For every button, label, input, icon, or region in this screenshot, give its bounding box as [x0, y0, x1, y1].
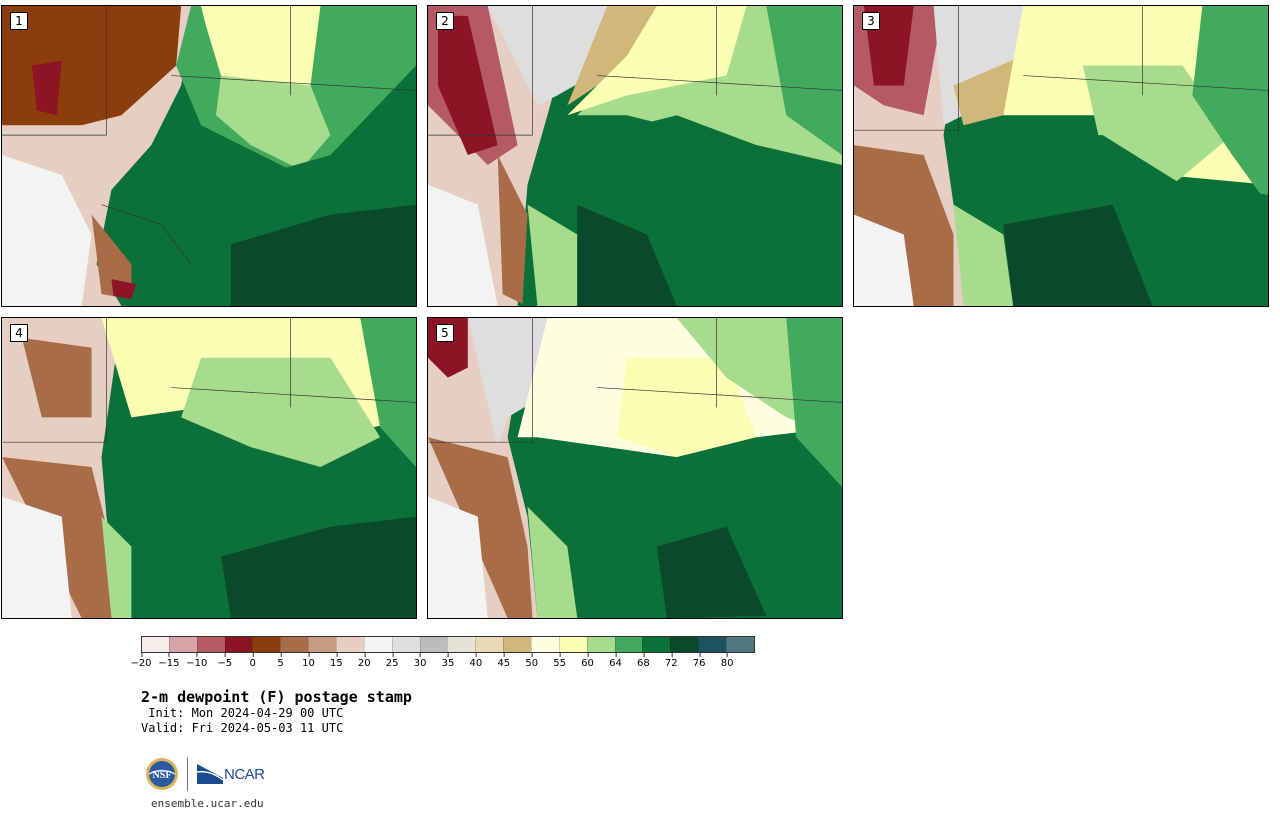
colorbar-swatch: [586, 637, 615, 652]
colorbar-swatch: [280, 637, 309, 652]
stamp-panel-3[interactable]: 3: [853, 5, 1269, 307]
panel-number: 2: [436, 12, 454, 30]
colorbar-tick-label: −10: [186, 653, 208, 669]
page-title: 2-m dewpoint (F) postage stamp: [141, 688, 412, 706]
colorbar-tick-label: 30: [413, 653, 427, 669]
colorbar-swatch: [419, 637, 448, 652]
dewpoint-map-2: [428, 6, 842, 306]
logos: NSF NCAR: [145, 757, 265, 791]
colorbar-tick-label: 76: [692, 653, 706, 669]
colorbar-swatch: [447, 637, 476, 652]
colorbar-tick-label: 40: [469, 653, 483, 669]
colorbar-tick-label: 20: [357, 653, 371, 669]
init-time: Init: Mon 2024-04-29 00 UTC: [141, 706, 344, 720]
colorbar-swatch: [642, 637, 671, 652]
dewpoint-colorbar: [141, 636, 755, 653]
colorbar-tick-label: 10: [302, 653, 315, 669]
logo-divider: [187, 757, 188, 791]
colorbar-swatch: [698, 637, 727, 652]
dewpoint-map-5: [428, 318, 842, 618]
ncar-logo: NCAR: [197, 764, 265, 784]
colorbar-swatch: [531, 637, 559, 652]
colorbar-tick-label: 25: [385, 653, 399, 669]
nsf-logo-text: NSF: [153, 770, 172, 781]
panel-number: 4: [10, 324, 28, 342]
stamp-panel-5[interactable]: 5: [427, 317, 843, 619]
colorbar-swatch: [308, 637, 337, 652]
colorbar-tick-label: 68: [636, 653, 650, 669]
colorbar-tick-label: 45: [497, 653, 511, 669]
ncar-logo-text: NCAR: [224, 765, 265, 783]
colorbar-swatch: [168, 637, 197, 652]
colorbar-tick-label: 5: [277, 653, 284, 669]
dewpoint-map-3: [854, 6, 1268, 306]
colorbar-swatch: [391, 637, 420, 652]
panel-number: 3: [862, 12, 880, 30]
colorbar-tick-label: −20: [130, 653, 152, 669]
colorbar-swatch: [503, 637, 532, 652]
colorbar-tick-label: 55: [553, 653, 566, 669]
colorbar-tick-label: 0: [249, 653, 256, 669]
stamp-panel-1[interactable]: 1: [1, 5, 417, 307]
colorbar-tick-label: 35: [441, 653, 455, 669]
nsf-logo-icon: NSF: [146, 758, 178, 790]
colorbar-tick-label: 50: [525, 653, 539, 669]
panel-number: 1: [10, 12, 28, 30]
colorbar-tick-label: 15: [329, 653, 343, 669]
website-url[interactable]: ensemble.ucar.edu: [151, 797, 264, 810]
colorbar-swatch: [336, 637, 364, 652]
stamp-panel-4[interactable]: 4: [1, 317, 417, 619]
colorbar-swatch: [224, 637, 253, 652]
colorbar-tick-label: 60: [581, 653, 594, 669]
colorbar-tick-label: 80: [720, 653, 734, 669]
dewpoint-map-4: [2, 318, 416, 618]
valid-time: Valid: Fri 2024-05-03 11 UTC: [141, 721, 344, 735]
colorbar-tick-label: 64: [609, 653, 622, 669]
colorbar-swatch: [614, 637, 643, 652]
colorbar-swatch: [142, 637, 169, 652]
colorbar-tick-label: −15: [158, 653, 180, 669]
colorbar-swatch: [558, 637, 587, 652]
colorbar-swatch: [252, 637, 281, 652]
colorbar-swatch: [475, 637, 504, 652]
colorbar-ticks: −20 −15 −10 −5 0 5 10 15 20 25 30 35 40 45 50 55 60 64 68 7…: [130, 653, 755, 672]
colorbar-tick-label: −5: [217, 653, 233, 669]
colorbar-swatch: [670, 637, 699, 652]
dewpoint-map-1: [2, 6, 416, 306]
colorbar-swatch: [363, 637, 392, 652]
panel-number: 5: [436, 324, 454, 342]
colorbar-swatch: [726, 637, 754, 652]
colorbar-tick-label: 72: [664, 653, 678, 669]
stamp-panel-2[interactable]: 2: [427, 5, 843, 307]
colorbar-swatch: [196, 637, 225, 652]
ncar-mark-icon: [197, 764, 223, 784]
